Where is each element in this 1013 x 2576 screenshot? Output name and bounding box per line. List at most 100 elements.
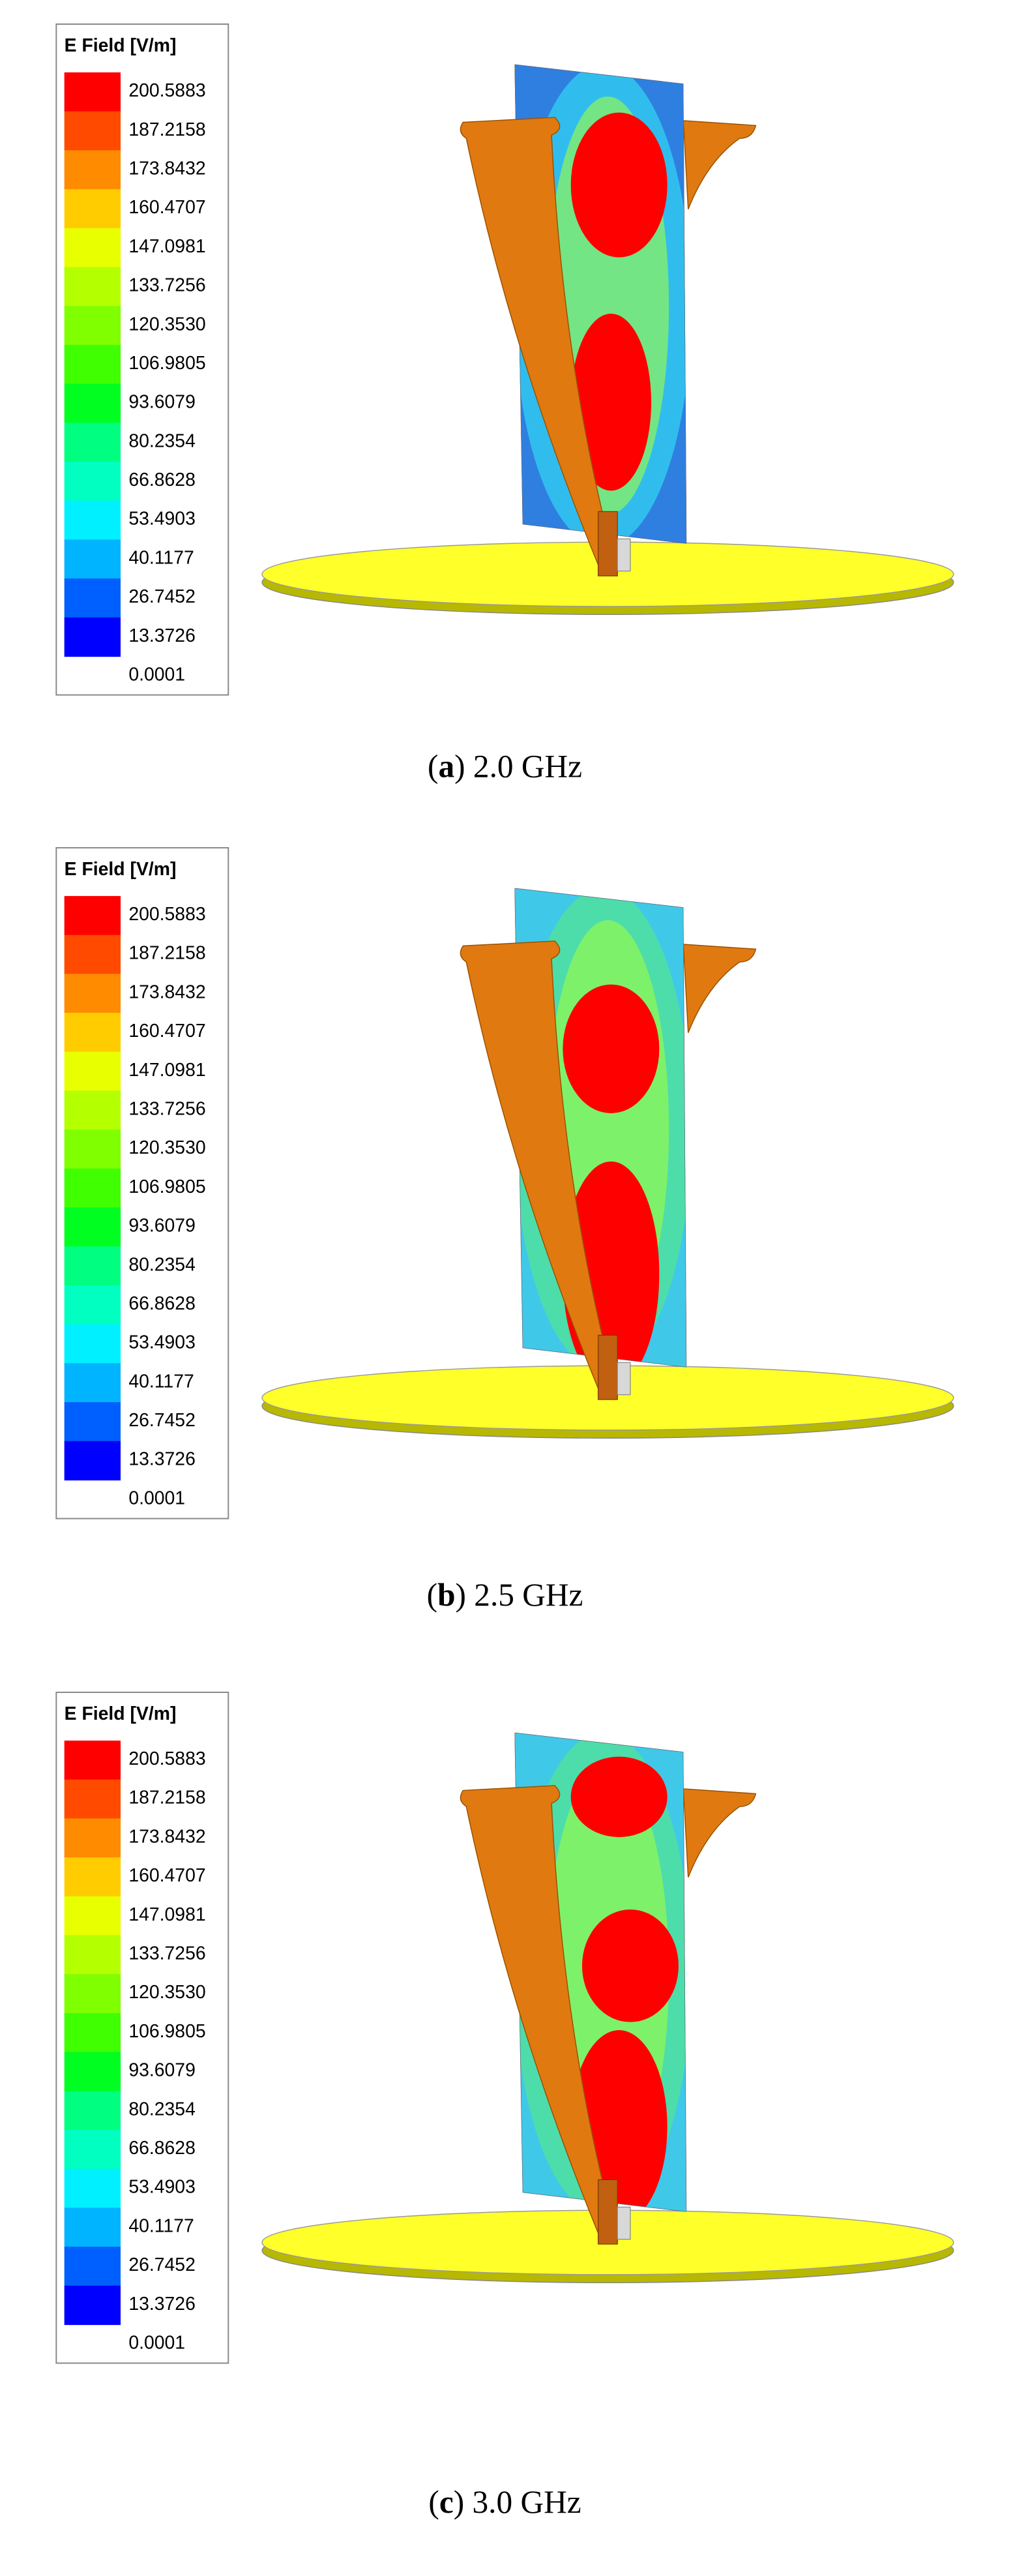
legend: E Field [V/m] 200.5883 187.2158 173.8432 160… [55, 846, 229, 1520]
panel: E Field [V/m] 200.5883 187.2158 173.8432 160… [55, 23, 954, 696]
legend-swatch [64, 1779, 121, 1820]
legend-swatch [64, 500, 121, 541]
legend-label: 133.7256 [128, 1099, 205, 1120]
legend-label: 106.9805 [128, 2021, 205, 2042]
legend-label: 187.2158 [128, 943, 205, 964]
legend-label: 200.5883 [128, 904, 205, 925]
legend-swatch [64, 1285, 121, 1325]
legend-swatch [64, 72, 121, 112]
legend-label: 133.7256 [128, 275, 205, 296]
field-hotspot [563, 984, 660, 1113]
legend-swatch [64, 895, 121, 936]
legend-swatch [64, 1130, 121, 1169]
legend-label: 66.8628 [128, 470, 196, 490]
field-hotspot [581, 1909, 679, 2022]
legend-label: 80.2354 [128, 430, 196, 451]
legend-label: 187.2158 [128, 1788, 205, 1808]
caption-part: ( [427, 1577, 437, 1613]
feed-block [617, 1362, 631, 1396]
legend-swatch [64, 1363, 121, 1403]
antenna-model [261, 64, 954, 616]
field-hotspot [570, 314, 652, 491]
caption-part: ) 2.0 GHz [454, 748, 582, 784]
feed [597, 511, 618, 577]
caption-part: ) 2.5 GHz [456, 1577, 583, 1613]
legend-label: 26.7452 [128, 586, 196, 607]
legend-label: 40.1177 [128, 2215, 194, 2236]
right-arm [683, 944, 757, 1033]
legend-swatch [64, 2168, 121, 2209]
antenna-model [261, 1732, 954, 2283]
legend-swatch [64, 2285, 121, 2326]
legend-swatch [64, 1818, 121, 1858]
legend-label: 93.6079 [128, 2060, 196, 2081]
legend-swatch [64, 539, 121, 579]
legend: E Field [V/m] 200.5883 187.2158 173.8432 160… [55, 23, 229, 696]
legend-swatch [64, 1896, 121, 1936]
legend-label: 147.0981 [128, 1904, 205, 1925]
legend-swatch [64, 1051, 121, 1092]
legend-swatch [64, 935, 121, 975]
legend-label: 133.7256 [128, 1943, 205, 1964]
legend-swatch [64, 2052, 121, 2091]
legend-swatch [64, 267, 121, 307]
legend-label: 40.1177 [128, 547, 194, 568]
legend-swatch [64, 423, 121, 462]
legend-label: 13.3726 [128, 625, 196, 646]
legend-label: 66.8628 [128, 1293, 196, 1314]
caption-part: a [438, 748, 454, 784]
legend-swatch [64, 461, 121, 502]
legend: E Field [V/m] 200.5883 187.2158 173.8432 160… [55, 1691, 229, 2364]
legend-swatch [64, 1013, 121, 1053]
legend-label: 93.6079 [128, 392, 196, 413]
legend-label: 26.7452 [128, 1410, 196, 1431]
legend-swatch [64, 2129, 121, 2170]
legend-swatch [64, 1857, 121, 1897]
legend-swatch [64, 1324, 121, 1364]
right-arm [683, 1788, 757, 1878]
legend-swatch [64, 1441, 121, 1481]
legend-label: 66.8628 [128, 2138, 196, 2159]
legend-swatch [64, 617, 121, 657]
legend-label: 187.2158 [128, 119, 205, 140]
field-hotspot [570, 1756, 668, 1837]
legend-swatch [64, 306, 121, 346]
caption-part: ( [428, 2484, 439, 2520]
legend-label: 80.2354 [128, 2099, 196, 2119]
caption: (a) 2.0 GHz [428, 748, 582, 784]
legend-label: 173.8432 [128, 981, 205, 1002]
caption-part: c [439, 2484, 454, 2520]
legend-swatch [64, 189, 121, 229]
legend-label: 106.9805 [128, 1176, 205, 1197]
legend-label: 80.2354 [128, 1254, 196, 1275]
legend-label: 120.3530 [128, 1982, 205, 2003]
legend-swatch [64, 2013, 121, 2053]
legend-label: 13.3726 [128, 2294, 196, 2314]
legend-title: E Field [V/m] [65, 35, 177, 56]
legend-label: 160.4707 [128, 197, 205, 218]
legend-label: 120.3530 [128, 314, 205, 335]
field-hotspot [570, 112, 668, 258]
caption-part: ( [428, 748, 438, 784]
legend-swatch [64, 1935, 121, 1975]
legend-swatch [64, 1207, 121, 1247]
legend-swatch [64, 2208, 121, 2247]
legend-label: 120.3530 [128, 1137, 205, 1158]
legend-label: 0.0001 [128, 2332, 185, 2353]
legend-label: 93.6079 [128, 1216, 196, 1236]
feed-block [617, 2206, 631, 2240]
right-arm [683, 120, 757, 209]
legend-swatch [64, 1401, 121, 1442]
antenna-model [261, 888, 954, 1439]
legend-swatch [64, 2246, 121, 2286]
feed [597, 1334, 618, 1400]
legend-label: 40.1177 [128, 1371, 194, 1392]
legend-label: 0.0001 [128, 1488, 185, 1508]
caption: (c) 3.0 GHz [428, 2484, 581, 2520]
panel: E Field [V/m] 200.5883 187.2158 173.8432 160… [55, 1691, 954, 2364]
legend-label: 53.4903 [128, 2177, 196, 2198]
legend-label: 173.8432 [128, 1826, 205, 1847]
legend-label: 106.9805 [128, 353, 205, 374]
